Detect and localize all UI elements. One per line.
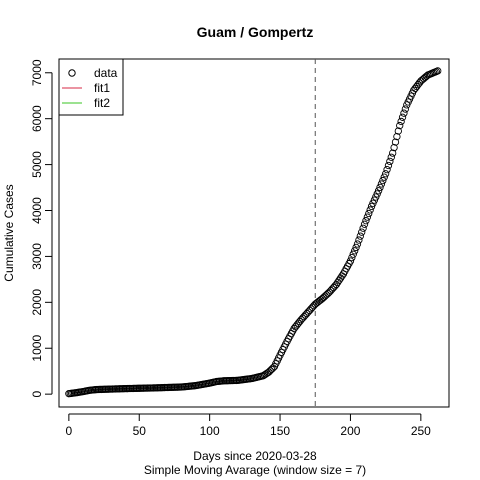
data-point bbox=[351, 247, 359, 255]
data-point bbox=[363, 213, 371, 221]
y-tick-label: 5000 bbox=[30, 151, 44, 178]
x-tick-label: 50 bbox=[133, 424, 147, 438]
y-axis-label: Cumulative Cases bbox=[2, 184, 16, 281]
x-tick-label: 200 bbox=[340, 424, 360, 438]
legend-fit1-label: fit1 bbox=[94, 81, 110, 95]
data-point bbox=[348, 253, 356, 262]
data-point bbox=[389, 149, 397, 157]
data-point bbox=[346, 257, 355, 265]
y-tick-label: 3000 bbox=[30, 243, 44, 270]
data-point bbox=[390, 143, 398, 152]
data-point bbox=[400, 109, 408, 117]
data-point bbox=[397, 117, 405, 126]
legend-data-label: data bbox=[94, 66, 118, 80]
y-tick-label: 0 bbox=[30, 390, 44, 397]
data-point bbox=[377, 180, 386, 188]
data-point bbox=[360, 220, 369, 228]
data-point bbox=[393, 132, 401, 141]
data-point bbox=[384, 161, 393, 170]
x-tick-label: 100 bbox=[200, 424, 220, 438]
data-point bbox=[379, 176, 387, 185]
data-point bbox=[380, 173, 388, 181]
data-point bbox=[401, 105, 410, 113]
data-point bbox=[353, 240, 362, 248]
y-tick-label: 7000 bbox=[30, 59, 44, 86]
plot-frame bbox=[58, 58, 450, 408]
data-point bbox=[362, 217, 370, 225]
legend: data fit1 fit2 bbox=[58, 58, 124, 116]
data-point bbox=[391, 138, 400, 146]
x-tick-label: 250 bbox=[411, 424, 431, 438]
legend-data-symbol bbox=[68, 69, 76, 77]
y-tick-label: 4000 bbox=[30, 197, 44, 224]
x-tick-label: 0 bbox=[66, 424, 73, 438]
data-points bbox=[65, 67, 442, 398]
data-point bbox=[352, 243, 360, 252]
data-point bbox=[358, 228, 366, 236]
data-point bbox=[376, 183, 384, 192]
data-point bbox=[365, 209, 373, 218]
data-point bbox=[381, 170, 390, 178]
data-point bbox=[387, 153, 395, 161]
data-point bbox=[386, 157, 394, 166]
legend-fit2-label: fit2 bbox=[94, 96, 110, 110]
y-tick-label: 6000 bbox=[30, 105, 44, 132]
x-tick-label: 150 bbox=[270, 424, 290, 438]
chart-title: Guam / Gompertz bbox=[197, 24, 314, 40]
y-tick-label: 1000 bbox=[30, 335, 44, 362]
data-point bbox=[434, 67, 442, 75]
axes: 0 50 100 150 200 250 0 1000 2000 3000 4000 5000 6000… bbox=[30, 59, 431, 438]
x-axis-label: Days since 2020-03-28 bbox=[193, 449, 317, 463]
data-point bbox=[374, 187, 383, 195]
legend-box bbox=[58, 58, 124, 116]
data-point bbox=[394, 127, 402, 135]
data-point bbox=[396, 121, 404, 130]
x-axis-sublabel: Simple Moving Avarage (window size = 7) bbox=[144, 463, 366, 477]
data-point bbox=[398, 113, 407, 121]
data-point bbox=[349, 250, 357, 258]
data-point bbox=[366, 206, 374, 214]
data-point bbox=[355, 236, 363, 244]
y-tick-label: 2000 bbox=[30, 289, 44, 316]
data-point bbox=[383, 165, 391, 174]
data-point bbox=[359, 224, 367, 232]
data-point bbox=[356, 232, 364, 240]
